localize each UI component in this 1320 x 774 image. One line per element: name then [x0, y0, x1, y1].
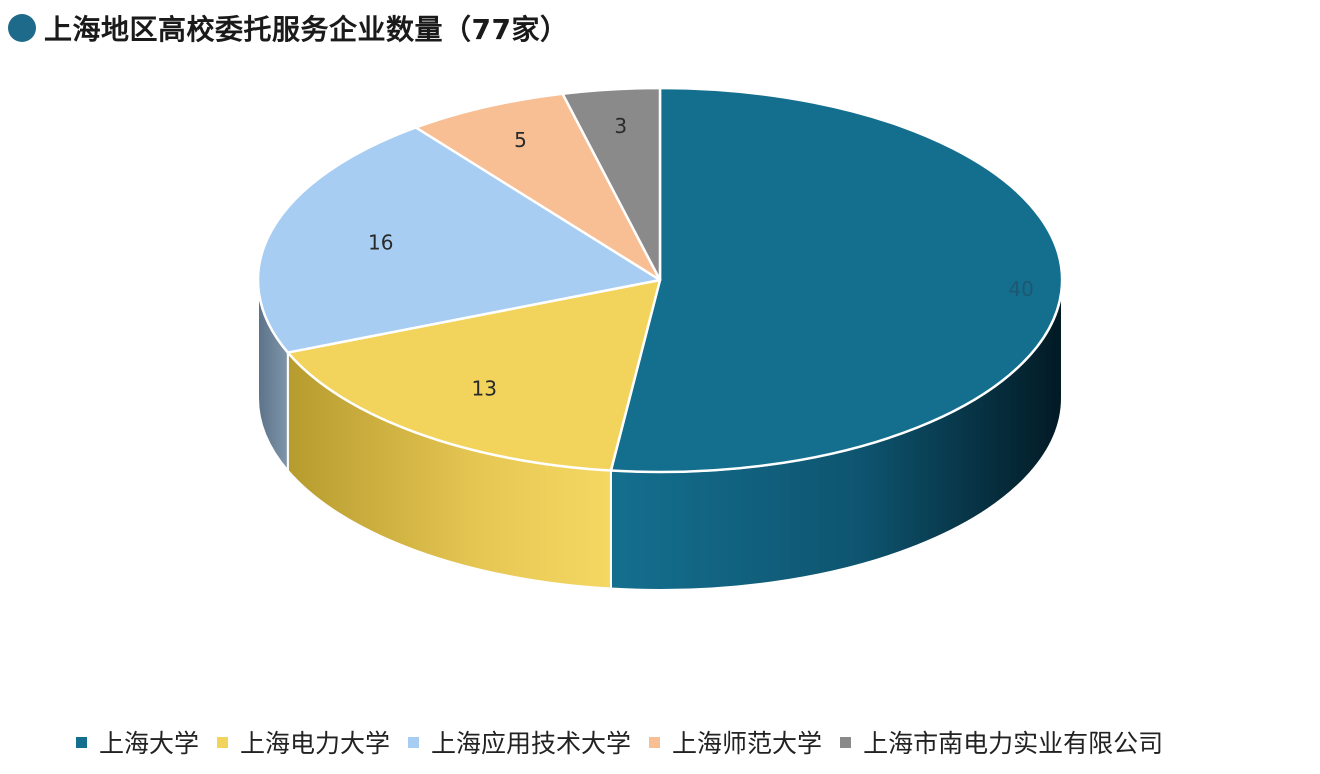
legend-item-3[interactable]: 上海师范大学 [649, 724, 822, 760]
pie-slice-0[interactable] [609, 86, 1064, 474]
legend-item-1[interactable]: 上海电力大学 [217, 724, 390, 760]
legend-swatch-4 [840, 736, 852, 748]
chart-title: 上海地区高校委托服务企业数量（77家） [44, 13, 569, 46]
data-label-2: 16 [368, 230, 393, 254]
pie-slice-4[interactable] [561, 86, 662, 282]
data-label-0: 40 [1008, 277, 1033, 301]
pie-slice-3[interactable] [414, 92, 662, 282]
data-label-4: 3 [614, 114, 627, 138]
legend-label-1: 上海电力大学 [240, 729, 391, 758]
legend-label-3: 上海师范大学 [672, 729, 823, 758]
pie-chart: 40 13 16 5 3 [256, 86, 1064, 591]
legend-label-2: 上海应用技术大学 [431, 729, 632, 758]
legend-swatch-1 [217, 736, 229, 748]
legend-swatch-3 [649, 736, 661, 748]
legend-label-0: 上海大学 [99, 729, 200, 758]
legend-label-4: 上海市南电力实业有限公司 [863, 729, 1164, 758]
title-bullet-icon [8, 14, 36, 42]
legend-item-4[interactable]: 上海市南电力实业有限公司 [840, 724, 1163, 760]
pie-slice-1[interactable] [286, 278, 662, 472]
legend-swatch-2 [408, 736, 420, 748]
legend-swatch-0 [76, 736, 87, 748]
legend-item-0[interactable]: 上海大学 [76, 724, 199, 760]
pie-data-labels: 40 13 16 5 3 [368, 114, 1034, 400]
legend-item-2[interactable]: 上海应用技术大学 [408, 724, 631, 760]
pie-top-faces [256, 86, 1064, 474]
data-label-1: 13 [471, 376, 496, 400]
chart-title-row: 上海地区高校委托服务企业数量（77家） [8, 8, 568, 48]
chart-legend: 上海大学 上海电力大学 上海应用技术大学 上海师范大学 上海市南电力实业有限公司 [76, 722, 1181, 762]
pie-slice-2[interactable] [256, 126, 662, 354]
data-label-3: 5 [514, 128, 527, 152]
